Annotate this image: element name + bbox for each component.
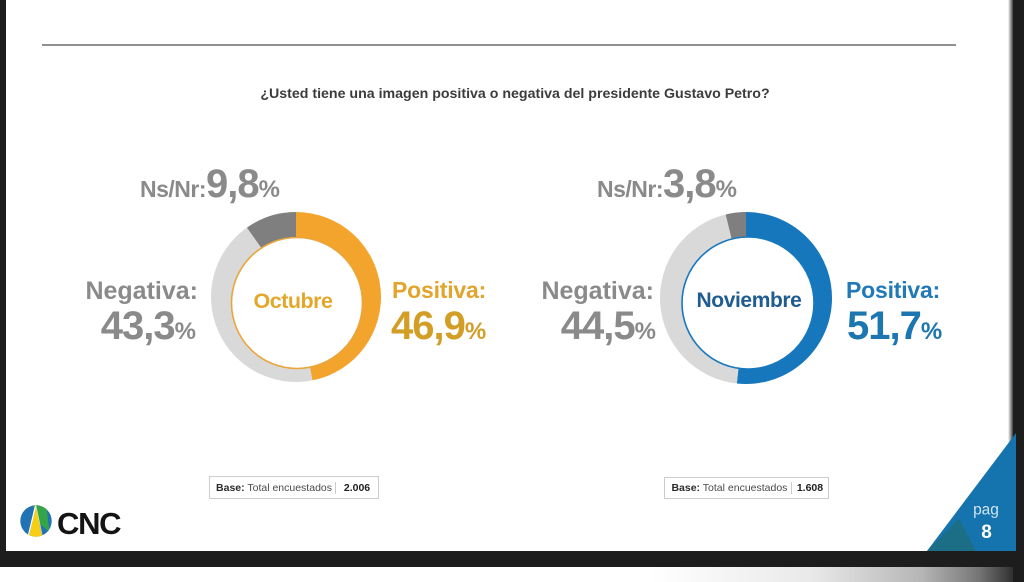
- svg-text:pag: pag: [973, 502, 999, 519]
- svg-text:8: 8: [981, 522, 992, 543]
